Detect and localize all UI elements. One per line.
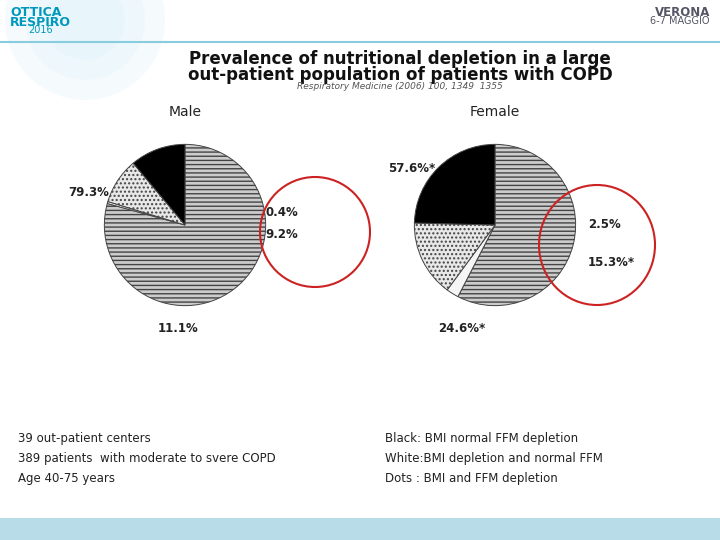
Text: 2.5%: 2.5% bbox=[588, 219, 621, 232]
Text: 79.3%: 79.3% bbox=[68, 186, 109, 199]
Circle shape bbox=[25, 0, 145, 80]
Circle shape bbox=[5, 0, 165, 100]
Text: 0.4%: 0.4% bbox=[265, 206, 298, 219]
Bar bbox=[0, 518, 720, 540]
Wedge shape bbox=[133, 144, 185, 225]
Wedge shape bbox=[415, 144, 495, 225]
Text: Prevalence of nutritional depletion in a large: Prevalence of nutritional depletion in a… bbox=[189, 50, 611, 68]
Text: 11.1%: 11.1% bbox=[158, 322, 199, 335]
Wedge shape bbox=[108, 163, 185, 225]
Wedge shape bbox=[458, 144, 575, 306]
Text: 57.6%*: 57.6%* bbox=[388, 161, 436, 174]
Title: Male: Male bbox=[168, 105, 202, 119]
Text: Black: BMI normal FFM depletion
White:BMI depletion and normal FFM
Dots : BMI an: Black: BMI normal FFM depletion White:BM… bbox=[385, 432, 603, 485]
Text: RESPIRO: RESPIRO bbox=[10, 16, 71, 29]
Wedge shape bbox=[104, 144, 266, 306]
Text: 2016: 2016 bbox=[28, 25, 53, 35]
Text: OTTICA: OTTICA bbox=[10, 6, 61, 19]
Text: 15.3%*: 15.3%* bbox=[588, 255, 635, 268]
Title: Female: Female bbox=[470, 105, 520, 119]
Bar bbox=[0, 0, 720, 42]
Wedge shape bbox=[107, 201, 185, 225]
Text: 24.6%*: 24.6%* bbox=[438, 322, 485, 335]
Text: 9.2%: 9.2% bbox=[265, 228, 298, 241]
Wedge shape bbox=[447, 225, 495, 296]
Wedge shape bbox=[414, 223, 495, 290]
Text: 39 out-patient centers
389 patients  with moderate to svere COPD
Age 40-75 years: 39 out-patient centers 389 patients with… bbox=[18, 432, 276, 485]
Text: Respiratory Medicine (2006) 100, 1349  1355: Respiratory Medicine (2006) 100, 1349 13… bbox=[297, 82, 503, 91]
Text: out-patient population of patients with COPD: out-patient population of patients with … bbox=[188, 66, 613, 84]
Text: VERONA: VERONA bbox=[654, 6, 710, 19]
Text: 6-7 MAGGIO: 6-7 MAGGIO bbox=[650, 16, 710, 26]
Circle shape bbox=[45, 0, 125, 60]
